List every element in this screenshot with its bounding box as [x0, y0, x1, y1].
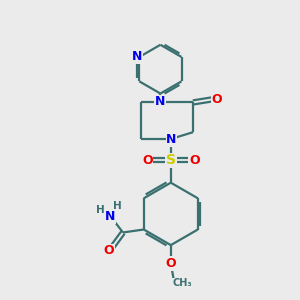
Text: CH₃: CH₃: [172, 278, 192, 288]
Text: O: O: [211, 93, 222, 106]
Text: N: N: [154, 95, 165, 108]
Text: O: O: [142, 154, 153, 167]
Text: H: H: [113, 201, 122, 211]
Text: N: N: [132, 50, 142, 64]
Text: H: H: [96, 206, 105, 215]
Text: O: O: [103, 244, 114, 257]
Text: O: O: [189, 154, 200, 167]
Text: O: O: [166, 257, 176, 270]
Text: N: N: [105, 210, 116, 223]
Text: S: S: [166, 153, 176, 167]
Text: N: N: [166, 133, 177, 146]
